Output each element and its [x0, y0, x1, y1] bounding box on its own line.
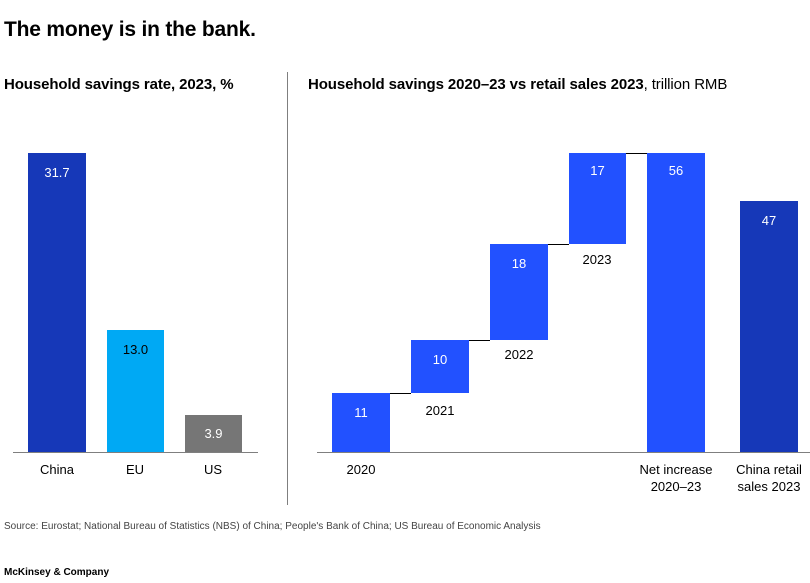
bar-value-net-increase: 56 — [668, 163, 684, 178]
bar-value-2022: 18 — [511, 256, 527, 271]
bar-us: 3.9 — [185, 415, 242, 452]
category-label-2023: 2023 — [582, 252, 612, 267]
bar-value-china-retail-sales: 47 — [761, 213, 777, 228]
bar-value-us: 3.9 — [204, 426, 223, 441]
category-label-china-retail-line2: sales 2023 — [737, 479, 801, 494]
connector-line — [626, 153, 647, 154]
bar-value-eu: 13.0 — [122, 342, 149, 357]
right-x-axis — [317, 452, 810, 453]
category-label-eu: EU — [125, 462, 145, 477]
category-label-china: China — [40, 462, 74, 477]
waterfall-bar-2022: 18 — [490, 244, 548, 340]
connector-line — [390, 393, 411, 394]
bar-eu: 13.0 — [107, 330, 164, 452]
bar-china-retail-sales: 47 — [740, 201, 798, 452]
left-x-axis — [13, 452, 258, 453]
left-chart-subtitle: Household savings rate, 2023, % — [4, 76, 234, 93]
category-label-net-increase-line2: 2020–23 — [650, 479, 702, 494]
bar-value-china: 31.7 — [44, 165, 70, 180]
panel-divider — [287, 72, 288, 505]
chart-title: The money is in the bank. — [4, 18, 256, 41]
brand-logo-text: McKinsey & Company — [4, 567, 110, 578]
category-label-net-increase: Net increase 2020–23 — [628, 461, 724, 495]
source-note: Source: Eurostat; National Bureau of Sta… — [4, 521, 541, 532]
bar-value-2020: 11 — [354, 405, 368, 420]
waterfall-bar-net-increase: 56 — [647, 153, 705, 452]
connector-line — [469, 340, 490, 341]
bar-value-2021: 10 — [432, 352, 448, 367]
category-label-2020: 2020 — [346, 462, 376, 477]
waterfall-bar-2021: 10 — [411, 340, 469, 393]
right-chart-subtitle-main: Household savings 2020–23 vs retail sale… — [308, 76, 644, 93]
bar-china: 31.7 — [28, 153, 86, 452]
category-label-2022: 2022 — [504, 347, 534, 362]
category-label-net-increase-line1: Net increase — [639, 462, 713, 477]
bar-value-2023: 17 — [590, 163, 605, 178]
connector-line — [548, 244, 569, 245]
category-label-china-retail-line1: China retail — [736, 462, 802, 477]
category-label-2021: 2021 — [425, 403, 455, 418]
waterfall-bar-2023: 17 — [569, 153, 626, 244]
category-label-china-retail-sales: China retail sales 2023 — [722, 461, 810, 495]
right-chart-subtitle-unit: , trillion RMB — [643, 76, 728, 93]
category-label-us: US — [203, 462, 223, 477]
right-chart-subtitle: Household savings 2020–23 vs retail sale… — [308, 76, 727, 93]
waterfall-bar-2020: 11 — [332, 393, 390, 452]
